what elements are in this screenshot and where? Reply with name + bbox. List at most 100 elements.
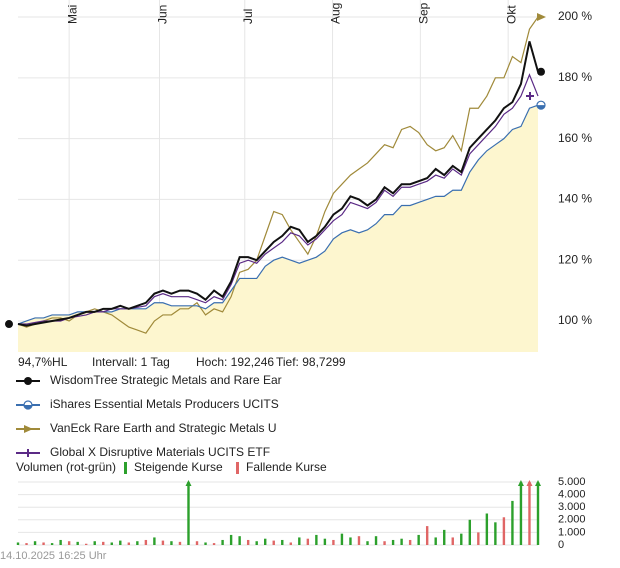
y-tick-label: 120 % (558, 252, 592, 266)
volume-bar (195, 541, 199, 545)
volume-label: Volumen (rot-grün) (16, 460, 116, 474)
volume-bar (383, 541, 386, 545)
volume-bar (468, 519, 472, 545)
volume-bar (298, 537, 301, 545)
volume-bar (528, 482, 531, 545)
volume-bar (417, 534, 420, 545)
marker-shape (5, 320, 13, 329)
volume-bar (178, 541, 182, 545)
volume-bar (374, 536, 378, 545)
area-fill (18, 105, 538, 352)
volume-bar (246, 539, 250, 545)
series-line (18, 73, 539, 325)
legend-label: Global X Disruptive Materials UCITS ETF (50, 445, 270, 459)
marker-shape (24, 449, 32, 457)
marker-shape (537, 105, 545, 110)
volume-bar (221, 539, 224, 545)
end-marker (537, 13, 546, 22)
volume-bar (536, 482, 540, 545)
start-marker (5, 320, 13, 329)
overflow-arrow (535, 480, 541, 486)
x-tick-label: Okt (504, 5, 518, 24)
marker-shape (537, 13, 546, 22)
volume-bar (289, 542, 292, 545)
volume-bar (477, 532, 480, 545)
volume-bar (187, 482, 190, 545)
overflow-arrow (517, 480, 524, 486)
volume-bar (50, 543, 54, 545)
volume-bar (67, 541, 71, 545)
volume-bar (485, 513, 489, 545)
legend-swatch (124, 462, 127, 474)
volume-bar (170, 541, 173, 545)
y-tick-label: 0 (558, 539, 564, 551)
legend-label: WisdomTree Strategic Metals and Rare Ear (50, 373, 282, 387)
y-tick-label: 100 % (558, 313, 592, 327)
volume-bar (110, 542, 113, 545)
x-tick-label: Jun (156, 5, 170, 24)
volume-bar (519, 482, 523, 545)
volume-bar (119, 540, 122, 545)
stat-text: Tief: 98,7299 (276, 355, 346, 369)
marker-shape (24, 405, 32, 409)
volume-bar (33, 541, 37, 545)
legend-label: Steigende Kurse (134, 460, 223, 474)
x-tick-label: Aug (329, 3, 343, 24)
volume-bar (502, 517, 506, 545)
legend-marker (24, 425, 33, 433)
legend-label: iShares Essential Metals Producers UCITS (50, 397, 279, 411)
volume-bar (306, 538, 310, 545)
stat-text: Intervall: 1 Tag (92, 355, 170, 369)
end-marker (536, 100, 546, 110)
stat-text: Hoch: 192,246 (196, 355, 274, 369)
volume-bar (212, 543, 216, 545)
volume-bar (84, 543, 88, 545)
marker-shape (537, 67, 545, 76)
volume-bar (357, 536, 361, 545)
volume-bar (451, 537, 454, 545)
marker-shape (24, 377, 32, 385)
y-tick-label: 5.000 (558, 476, 586, 488)
volume-bar (161, 540, 165, 545)
volume-bar (144, 539, 148, 545)
y-tick-label: 140 % (558, 192, 592, 206)
volume-bar (349, 537, 352, 545)
volume-bar (204, 542, 207, 545)
x-tick-label: Jul (241, 9, 255, 24)
volume-bar (443, 529, 446, 545)
legend-label: VanEck Rare Earth and Strategic Metals U (50, 421, 277, 435)
volume-bar (494, 522, 497, 545)
volume-bar (76, 541, 79, 545)
volume-bar (400, 538, 403, 545)
volume-bar (391, 539, 395, 545)
volume-bar (102, 541, 105, 545)
end-marker (537, 67, 545, 76)
volume-bar (59, 539, 62, 545)
overflow-arrow (526, 480, 533, 486)
y-tick-label: 2.000 (558, 514, 586, 526)
volume-bar (93, 541, 96, 545)
volume-bar (272, 540, 275, 545)
volume-bar (425, 526, 429, 545)
y-tick-label: 1.000 (558, 526, 586, 538)
series-line (17, 41, 539, 327)
legend-marker (23, 400, 33, 410)
marker-shape (526, 92, 534, 101)
volume-bar (460, 533, 463, 545)
volume-bar (229, 534, 233, 545)
volume-bar (16, 542, 20, 545)
volume-bar (153, 537, 156, 545)
y-tick-label: 160 % (558, 131, 592, 145)
stat-text: 94,7%HL (18, 355, 68, 369)
volume-bar (42, 542, 45, 545)
volume-bar (264, 538, 267, 545)
volume-bar (434, 537, 437, 545)
volume-bar (366, 541, 369, 545)
volume-bar (408, 539, 412, 545)
overflow-arrow (185, 480, 192, 486)
volume-bar (136, 541, 139, 545)
volume-bar (315, 534, 318, 545)
y-tick-label: 3.000 (558, 501, 586, 513)
y-tick-label: 180 % (558, 70, 592, 84)
